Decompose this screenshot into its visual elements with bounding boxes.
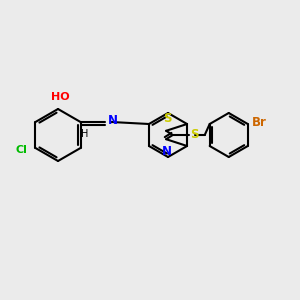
Text: N: N (162, 145, 172, 158)
Text: N: N (107, 115, 118, 128)
Text: Br: Br (252, 116, 267, 130)
Text: S: S (190, 128, 198, 140)
Text: HO: HO (51, 92, 69, 102)
Text: S: S (163, 112, 171, 125)
Text: H: H (81, 129, 88, 139)
Text: Cl: Cl (16, 145, 28, 155)
